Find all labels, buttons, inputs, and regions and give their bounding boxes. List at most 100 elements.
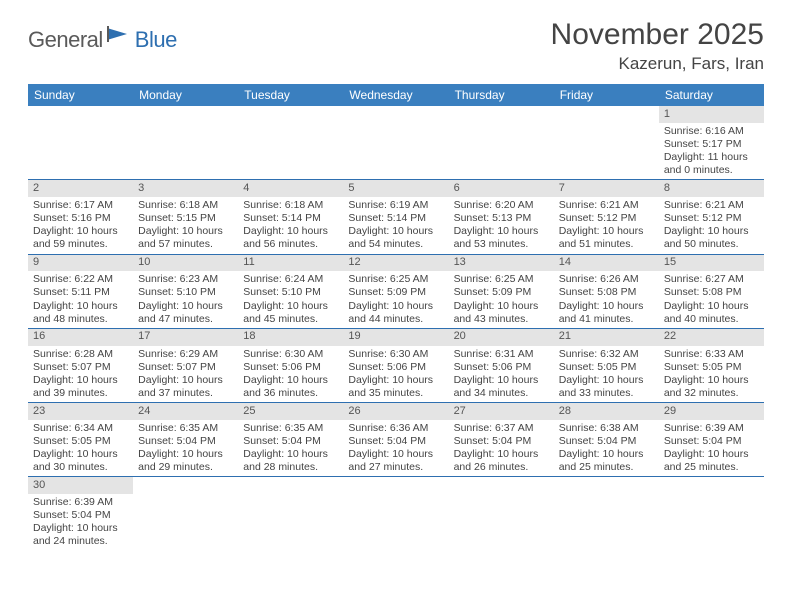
daylight-text: Daylight: 10 hours and 54 minutes. [348, 225, 443, 251]
sunrise-text: Sunrise: 6:28 AM [33, 348, 128, 361]
calendar-day-cell [343, 106, 448, 180]
calendar-day-cell [133, 106, 238, 180]
day-number: 26 [343, 403, 448, 420]
calendar-day-cell: 17Sunrise: 6:29 AMSunset: 5:07 PMDayligh… [133, 328, 238, 402]
calendar-day-cell: 30Sunrise: 6:39 AMSunset: 5:04 PMDayligh… [28, 477, 133, 551]
day-number: 30 [28, 477, 133, 494]
daylight-text: Daylight: 10 hours and 35 minutes. [348, 374, 443, 400]
calendar-day-cell: 13Sunrise: 6:25 AMSunset: 5:09 PMDayligh… [449, 254, 554, 328]
day-body: Sunrise: 6:19 AMSunset: 5:14 PMDaylight:… [343, 197, 448, 254]
sunrise-text: Sunrise: 6:31 AM [454, 348, 549, 361]
day-number: 23 [28, 403, 133, 420]
day-number: 13 [449, 255, 554, 272]
weekday-header: Monday [133, 84, 238, 106]
daylight-text: Daylight: 10 hours and 28 minutes. [243, 448, 338, 474]
day-body: Sunrise: 6:21 AMSunset: 5:12 PMDaylight:… [554, 197, 659, 254]
daylight-text: Daylight: 10 hours and 25 minutes. [664, 448, 759, 474]
day-body: Sunrise: 6:28 AMSunset: 5:07 PMDaylight:… [28, 346, 133, 403]
calendar-day-cell: 19Sunrise: 6:30 AMSunset: 5:06 PMDayligh… [343, 328, 448, 402]
calendar-day-cell: 15Sunrise: 6:27 AMSunset: 5:08 PMDayligh… [659, 254, 764, 328]
flag-icon [107, 26, 131, 47]
weekday-header: Thursday [449, 84, 554, 106]
sunrise-text: Sunrise: 6:25 AM [348, 273, 443, 286]
sunset-text: Sunset: 5:06 PM [348, 361, 443, 374]
day-number: 17 [133, 329, 238, 346]
day-body: Sunrise: 6:18 AMSunset: 5:14 PMDaylight:… [238, 197, 343, 254]
day-body: Sunrise: 6:17 AMSunset: 5:16 PMDaylight:… [28, 197, 133, 254]
day-body: Sunrise: 6:39 AMSunset: 5:04 PMDaylight:… [659, 420, 764, 477]
day-number: 7 [554, 180, 659, 197]
day-number: 8 [659, 180, 764, 197]
daylight-text: Daylight: 10 hours and 53 minutes. [454, 225, 549, 251]
calendar-day-cell: 28Sunrise: 6:38 AMSunset: 5:04 PMDayligh… [554, 403, 659, 477]
logo: General Blue [28, 26, 177, 53]
weekday-header: Sunday [28, 84, 133, 106]
weekday-header: Wednesday [343, 84, 448, 106]
daylight-text: Daylight: 10 hours and 33 minutes. [559, 374, 654, 400]
day-body: Sunrise: 6:38 AMSunset: 5:04 PMDaylight:… [554, 420, 659, 477]
sunrise-text: Sunrise: 6:39 AM [33, 496, 128, 509]
daylight-text: Daylight: 10 hours and 50 minutes. [664, 225, 759, 251]
location: Kazerun, Fars, Iran [551, 54, 764, 74]
daylight-text: Daylight: 11 hours and 0 minutes. [664, 151, 759, 177]
day-body: Sunrise: 6:32 AMSunset: 5:05 PMDaylight:… [554, 346, 659, 403]
sunrise-text: Sunrise: 6:19 AM [348, 199, 443, 212]
sunset-text: Sunset: 5:05 PM [559, 361, 654, 374]
daylight-text: Daylight: 10 hours and 37 minutes. [138, 374, 233, 400]
day-number: 16 [28, 329, 133, 346]
sunrise-text: Sunrise: 6:27 AM [664, 273, 759, 286]
day-body: Sunrise: 6:23 AMSunset: 5:10 PMDaylight:… [133, 271, 238, 328]
sunrise-text: Sunrise: 6:21 AM [559, 199, 654, 212]
daylight-text: Daylight: 10 hours and 29 minutes. [138, 448, 233, 474]
sunset-text: Sunset: 5:04 PM [664, 435, 759, 448]
calendar-day-cell: 4Sunrise: 6:18 AMSunset: 5:14 PMDaylight… [238, 180, 343, 254]
daylight-text: Daylight: 10 hours and 44 minutes. [348, 300, 443, 326]
sunset-text: Sunset: 5:12 PM [664, 212, 759, 225]
daylight-text: Daylight: 10 hours and 25 minutes. [559, 448, 654, 474]
sunset-text: Sunset: 5:10 PM [243, 286, 338, 299]
day-number: 10 [133, 255, 238, 272]
calendar-day-cell [449, 477, 554, 551]
sunset-text: Sunset: 5:09 PM [454, 286, 549, 299]
logo-text-blue: Blue [135, 27, 177, 53]
calendar-day-cell [554, 106, 659, 180]
day-body: Sunrise: 6:34 AMSunset: 5:05 PMDaylight:… [28, 420, 133, 477]
sunset-text: Sunset: 5:08 PM [664, 286, 759, 299]
sunset-text: Sunset: 5:16 PM [33, 212, 128, 225]
sunrise-text: Sunrise: 6:23 AM [138, 273, 233, 286]
weekday-header-row: Sunday Monday Tuesday Wednesday Thursday… [28, 84, 764, 106]
sunset-text: Sunset: 5:14 PM [348, 212, 443, 225]
day-body: Sunrise: 6:33 AMSunset: 5:05 PMDaylight:… [659, 346, 764, 403]
calendar-day-cell [238, 106, 343, 180]
sunset-text: Sunset: 5:04 PM [243, 435, 338, 448]
calendar-day-cell: 26Sunrise: 6:36 AMSunset: 5:04 PMDayligh… [343, 403, 448, 477]
daylight-text: Daylight: 10 hours and 51 minutes. [559, 225, 654, 251]
day-body: Sunrise: 6:35 AMSunset: 5:04 PMDaylight:… [238, 420, 343, 477]
sunset-text: Sunset: 5:06 PM [243, 361, 338, 374]
weekday-header: Saturday [659, 84, 764, 106]
calendar-day-cell: 6Sunrise: 6:20 AMSunset: 5:13 PMDaylight… [449, 180, 554, 254]
sunset-text: Sunset: 5:04 PM [138, 435, 233, 448]
sunset-text: Sunset: 5:15 PM [138, 212, 233, 225]
day-number: 1 [659, 106, 764, 123]
calendar-day-cell [343, 477, 448, 551]
day-body: Sunrise: 6:35 AMSunset: 5:04 PMDaylight:… [133, 420, 238, 477]
month-title: November 2025 [551, 18, 764, 52]
day-number: 9 [28, 255, 133, 272]
sunset-text: Sunset: 5:07 PM [138, 361, 233, 374]
calendar-week-row: 1Sunrise: 6:16 AMSunset: 5:17 PMDaylight… [28, 106, 764, 180]
daylight-text: Daylight: 10 hours and 27 minutes. [348, 448, 443, 474]
calendar-week-row: 30Sunrise: 6:39 AMSunset: 5:04 PMDayligh… [28, 477, 764, 551]
header: General Blue November 2025 Kazerun, Fars… [28, 18, 764, 74]
daylight-text: Daylight: 10 hours and 32 minutes. [664, 374, 759, 400]
day-body: Sunrise: 6:36 AMSunset: 5:04 PMDaylight:… [343, 420, 448, 477]
calendar-day-cell: 20Sunrise: 6:31 AMSunset: 5:06 PMDayligh… [449, 328, 554, 402]
sunset-text: Sunset: 5:14 PM [243, 212, 338, 225]
sunrise-text: Sunrise: 6:21 AM [664, 199, 759, 212]
day-body: Sunrise: 6:26 AMSunset: 5:08 PMDaylight:… [554, 271, 659, 328]
sunset-text: Sunset: 5:05 PM [664, 361, 759, 374]
day-number: 29 [659, 403, 764, 420]
daylight-text: Daylight: 10 hours and 47 minutes. [138, 300, 233, 326]
calendar-day-cell: 5Sunrise: 6:19 AMSunset: 5:14 PMDaylight… [343, 180, 448, 254]
calendar-day-cell: 7Sunrise: 6:21 AMSunset: 5:12 PMDaylight… [554, 180, 659, 254]
